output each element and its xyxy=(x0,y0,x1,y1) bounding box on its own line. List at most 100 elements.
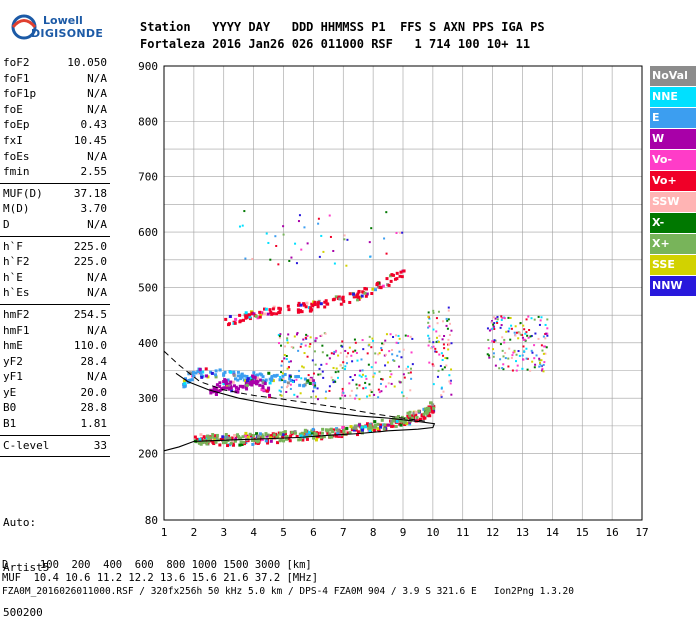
echo-point xyxy=(525,318,528,321)
echo-point xyxy=(200,437,204,441)
echo-point xyxy=(241,318,245,322)
echo-point xyxy=(313,350,316,353)
echo-point xyxy=(355,295,359,299)
echo-point xyxy=(521,354,524,357)
echo-point xyxy=(334,434,338,438)
echo-point xyxy=(537,315,540,318)
echo-point xyxy=(513,350,516,353)
echo-point xyxy=(332,366,335,369)
echo-point xyxy=(270,312,274,316)
echo-point xyxy=(282,439,286,443)
param-name: foE xyxy=(3,102,23,116)
echo-point xyxy=(297,349,300,352)
echo-point xyxy=(390,373,393,376)
echo-point xyxy=(546,327,549,330)
echo-point xyxy=(515,353,518,356)
echo-point xyxy=(336,432,340,436)
param-name: foF2 xyxy=(3,56,30,69)
echo-point xyxy=(303,226,306,229)
echo-point xyxy=(523,338,526,341)
param-value: 110.0 xyxy=(73,339,107,353)
param-value: N/A xyxy=(87,286,107,300)
param-separator xyxy=(0,434,110,436)
echo-point xyxy=(366,395,369,398)
echo-point xyxy=(503,338,506,341)
echo-point xyxy=(274,235,277,238)
echo-point xyxy=(368,383,371,386)
echo-point xyxy=(286,339,289,342)
echo-point xyxy=(529,335,532,338)
param-name: yF1 xyxy=(3,370,23,384)
param-name: B1 xyxy=(3,417,17,431)
echo-point xyxy=(234,437,238,441)
echo-point xyxy=(326,354,329,357)
echo-point xyxy=(541,367,544,370)
echo-point xyxy=(182,379,186,383)
echo-point xyxy=(338,297,342,301)
header-values: Fortaleza 2016 Jan26 026 011000 RSF 1 71… xyxy=(140,37,531,51)
legend-item-e: E xyxy=(650,107,696,129)
echo-point xyxy=(207,436,211,440)
echo-point xyxy=(299,434,303,438)
echo-point xyxy=(279,432,283,436)
echo-point xyxy=(248,382,252,386)
echo-point xyxy=(294,242,297,245)
echo-point xyxy=(418,417,422,421)
echo-point xyxy=(427,321,430,324)
echo-point xyxy=(496,315,499,318)
param-row: foEs N/A xyxy=(0,150,110,166)
echo-point xyxy=(503,341,506,344)
echo-point xyxy=(369,426,373,430)
footer-distance-row: D 100 200 400 600 800 1000 1500 3000 [km… xyxy=(2,559,312,571)
echo-point xyxy=(424,411,428,415)
echo-point xyxy=(268,381,272,385)
echo-point xyxy=(341,345,344,348)
echo-point xyxy=(486,353,489,356)
echo-point xyxy=(351,426,355,430)
param-name: yE xyxy=(3,385,17,399)
echo-point xyxy=(492,323,495,326)
echo-point xyxy=(319,373,322,376)
echo-point xyxy=(398,350,401,353)
echo-point xyxy=(237,387,241,391)
echo-point xyxy=(416,419,420,423)
echo-point xyxy=(295,333,298,336)
echo-point xyxy=(200,375,204,379)
echo-point xyxy=(247,313,251,317)
echo-point xyxy=(318,255,321,258)
echo-point xyxy=(342,429,346,433)
echo-point xyxy=(226,436,230,440)
echo-point xyxy=(289,360,292,363)
echo-point xyxy=(259,438,263,442)
echo-point xyxy=(441,338,444,341)
echo-point xyxy=(312,390,315,393)
echo-point xyxy=(362,348,365,351)
echo-point xyxy=(391,273,395,277)
echo-point xyxy=(296,395,299,398)
echo-point xyxy=(371,287,375,291)
param-value: 33 xyxy=(93,438,107,452)
echo-point xyxy=(312,436,316,440)
echo-point xyxy=(203,440,207,444)
echo-point xyxy=(499,326,502,329)
echo-point xyxy=(331,428,335,432)
echo-point xyxy=(218,389,222,393)
echo-point xyxy=(334,371,337,374)
param-row: fmin 2.55 xyxy=(0,165,110,181)
echo-point xyxy=(251,375,255,379)
echo-point xyxy=(438,353,441,356)
echo-point xyxy=(438,334,441,337)
echo-point xyxy=(370,391,373,394)
echo-point xyxy=(423,407,427,411)
echo-point xyxy=(448,374,451,377)
echo-point xyxy=(263,307,267,311)
echo-point xyxy=(353,425,357,429)
echo-point xyxy=(316,305,320,309)
echo-point xyxy=(393,385,396,388)
echo-point xyxy=(399,419,403,423)
param-row: MUF(D) 37.18 xyxy=(0,187,110,203)
echo-point xyxy=(364,294,368,298)
echo-point xyxy=(309,306,313,310)
echo-point xyxy=(427,409,431,413)
legend-item-vo-: Vo+ xyxy=(650,170,696,192)
